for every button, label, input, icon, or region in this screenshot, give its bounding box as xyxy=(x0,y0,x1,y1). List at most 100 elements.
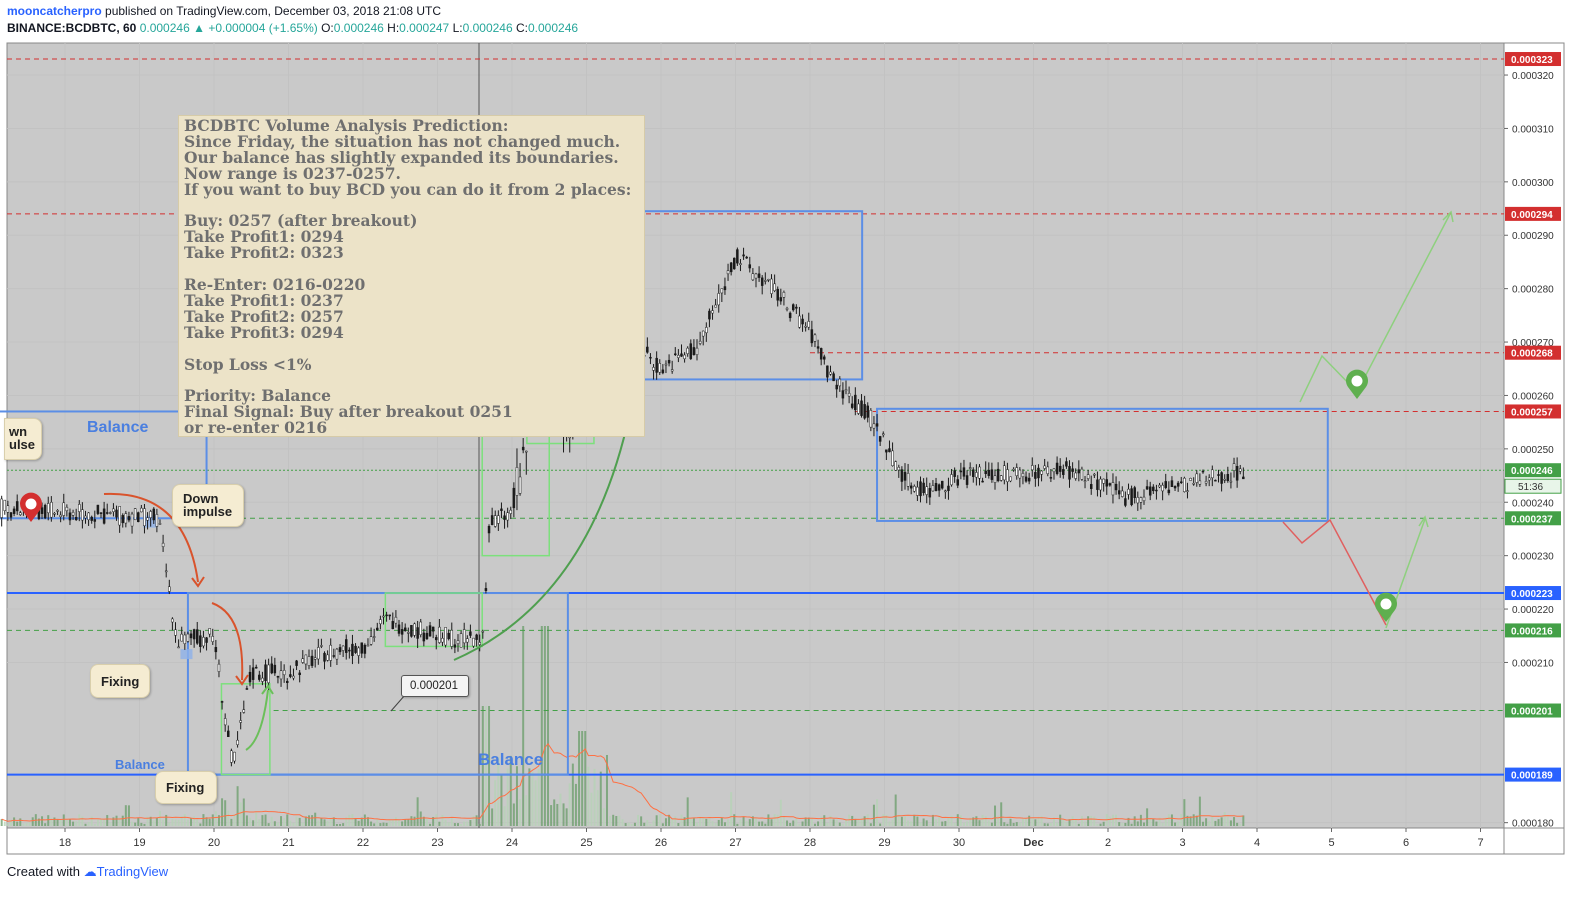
candle-body xyxy=(1049,477,1053,479)
volume-bar xyxy=(689,818,692,826)
candle-body xyxy=(53,513,56,515)
candle-body xyxy=(403,627,407,632)
candle-body xyxy=(1006,469,1009,482)
volume-bar xyxy=(249,817,252,826)
candle-body xyxy=(850,403,854,408)
down-impulse-callout: Down impulse xyxy=(172,484,244,527)
candle-body xyxy=(242,709,246,713)
volume-bar xyxy=(851,815,854,826)
author-link[interactable]: mooncatcherpro xyxy=(7,4,102,18)
created-with-label: Created with xyxy=(7,864,80,879)
volume-bar xyxy=(366,817,369,826)
volume-bar xyxy=(599,771,602,826)
candle-body xyxy=(62,502,66,516)
volume-bar xyxy=(370,821,373,826)
volume-bar xyxy=(798,823,801,826)
volume-ma-line xyxy=(1,742,1244,822)
candle-body xyxy=(816,346,820,349)
candle-body xyxy=(177,646,180,649)
price-level-tag-label: 0.000323 xyxy=(1511,55,1553,66)
candle-body xyxy=(130,513,134,527)
candle-body xyxy=(506,512,509,521)
price-change: +0.000004 (+1.65%) xyxy=(208,21,318,35)
projection-head xyxy=(1442,210,1454,223)
footer: Created with ☁TradingView xyxy=(7,864,168,880)
candle-body xyxy=(112,508,115,512)
note-line: Our balance has slightly expanded its bo… xyxy=(184,147,619,167)
candle-body xyxy=(950,474,953,486)
publish-info: published on TradingView.com, December 0… xyxy=(105,4,442,18)
volume-bar xyxy=(879,823,882,826)
volume-bar xyxy=(680,814,683,826)
candle-body xyxy=(388,614,391,617)
volume-bar xyxy=(255,812,258,826)
map-pin-icon-hole xyxy=(25,498,37,510)
candle-body xyxy=(655,357,658,373)
candle-body xyxy=(701,330,705,337)
volume-bar xyxy=(1226,817,1229,826)
candle-body xyxy=(466,638,469,643)
volume-bar xyxy=(149,816,152,826)
volume-bar xyxy=(1214,820,1217,826)
volume-bar xyxy=(540,626,543,826)
volume-bar xyxy=(497,757,500,826)
candle-body xyxy=(407,632,410,634)
volume-bar xyxy=(186,819,189,826)
candle-body xyxy=(1201,470,1205,473)
volume-bar xyxy=(643,822,646,826)
volume-bar xyxy=(1205,818,1208,826)
candle-body xyxy=(270,663,273,674)
volume-bar xyxy=(515,766,518,826)
candle-body xyxy=(1238,468,1242,472)
volume-bar xyxy=(953,822,956,826)
volume-bar xyxy=(782,817,785,826)
volume-bar xyxy=(1149,818,1152,826)
candle-body xyxy=(652,367,655,371)
price-tick-label: 0.000270 xyxy=(1512,338,1554,349)
volume-bar xyxy=(897,814,900,826)
price-level-tag xyxy=(1505,623,1561,638)
volume-bar xyxy=(447,822,450,826)
volume-bar xyxy=(512,803,515,826)
candle-body xyxy=(770,278,773,294)
tradingview-link[interactable]: TradingView xyxy=(96,864,169,879)
volume-bar xyxy=(736,823,739,826)
volume-bar xyxy=(972,817,975,826)
volume-bar xyxy=(1183,799,1186,826)
volume-bar xyxy=(1180,814,1183,826)
volume-bar xyxy=(872,804,875,826)
price-note-label: 0.000201 xyxy=(401,675,469,697)
candle-body xyxy=(791,304,795,311)
volume-bar xyxy=(314,812,317,826)
volume-bar xyxy=(376,818,379,826)
volume-bar xyxy=(640,816,643,826)
volume-bar xyxy=(838,822,841,826)
candle-body xyxy=(462,629,466,644)
volume-bar xyxy=(574,783,577,826)
price-level-tag-label: 0.000189 xyxy=(1511,771,1553,782)
volume-bar xyxy=(1164,817,1167,826)
volume-bar xyxy=(1102,821,1105,826)
volume-bar xyxy=(62,814,65,826)
candle-body xyxy=(1040,470,1043,475)
volume-bar xyxy=(155,817,158,826)
close-value: 0.000246 xyxy=(528,21,579,35)
low-label: L: xyxy=(452,21,463,35)
candle-body xyxy=(372,636,376,638)
candle-body xyxy=(922,482,925,494)
candle-body xyxy=(1102,478,1105,484)
candle-body xyxy=(1105,479,1109,487)
volume-bar xyxy=(1084,821,1087,826)
time-tick-label: 24 xyxy=(506,837,518,849)
candle-body xyxy=(965,475,969,485)
candle-body xyxy=(1176,482,1180,487)
candle-body xyxy=(1062,469,1065,475)
volume-bar xyxy=(438,821,441,826)
candle-body xyxy=(258,674,261,680)
volume-bar xyxy=(913,814,916,826)
volume-bar xyxy=(1130,823,1133,826)
volume-bar xyxy=(444,819,447,826)
candle-body xyxy=(341,645,345,651)
volume-bar xyxy=(53,817,56,826)
candle-body xyxy=(186,633,190,642)
